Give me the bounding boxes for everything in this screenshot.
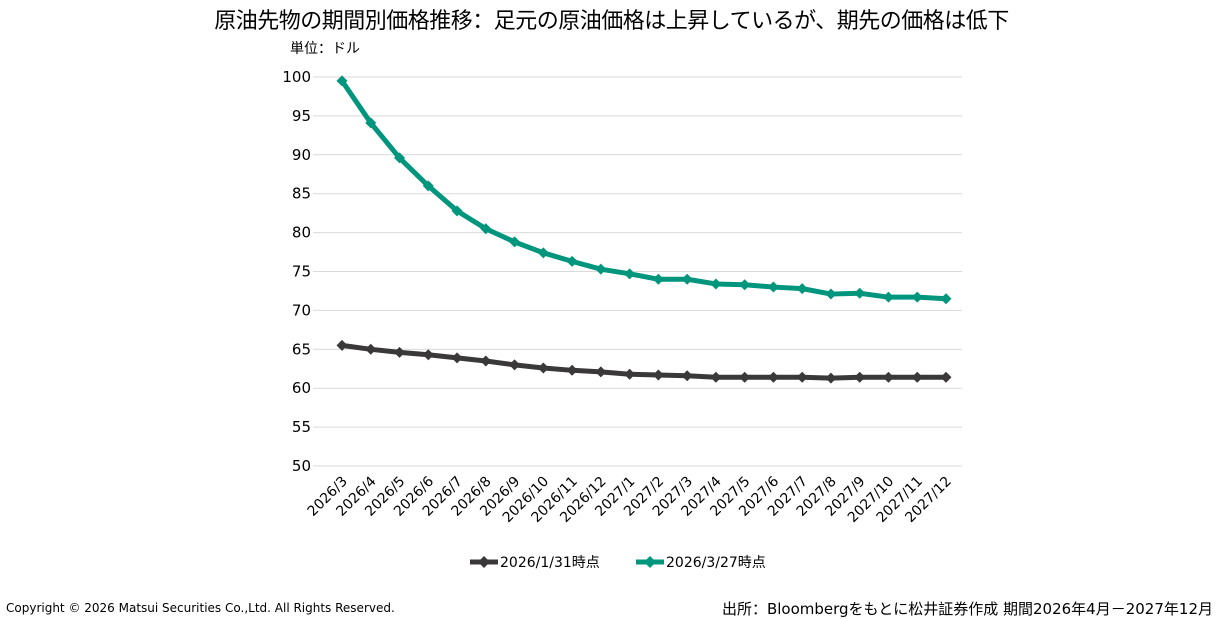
data-point	[940, 371, 952, 383]
data-point	[624, 368, 636, 380]
data-point	[652, 369, 664, 381]
data-point	[365, 343, 377, 355]
y-axis-unit-label: 単位：ドル	[290, 41, 360, 57]
data-point	[796, 371, 808, 383]
y-tick-label: 55	[292, 418, 311, 436]
y-tick-label: 90	[292, 146, 311, 164]
data-point	[911, 291, 923, 303]
data-point	[854, 371, 866, 383]
y-tick-label: 50	[292, 457, 311, 475]
legend-label: 2026/1/31時点	[500, 555, 600, 571]
data-point	[566, 255, 578, 267]
data-point	[509, 359, 521, 371]
y-tick-label: 65	[292, 340, 311, 358]
data-point	[451, 352, 463, 364]
data-point	[825, 372, 837, 384]
data-point	[537, 362, 549, 374]
data-point	[595, 263, 607, 275]
y-tick-label: 100	[282, 68, 311, 86]
data-point	[422, 180, 434, 192]
data-point	[537, 247, 549, 259]
y-tick-label: 60	[292, 379, 311, 397]
legend-marker-icon	[644, 556, 656, 568]
source-note: 出所：Bloombergをもとに松井証券作成 期間2026年4月－2027年12…	[721, 600, 1213, 618]
y-tick-label: 95	[292, 107, 311, 125]
series-line-2	[339, 79, 947, 302]
data-point	[624, 268, 636, 280]
data-point	[796, 283, 808, 295]
data-point	[595, 366, 607, 378]
data-point	[767, 371, 779, 383]
data-point	[652, 273, 664, 285]
legend-marker-icon	[478, 556, 490, 568]
y-tick-label: 70	[292, 301, 311, 319]
data-point	[394, 346, 406, 358]
data-point	[940, 293, 952, 305]
data-point	[710, 371, 722, 383]
data-point	[566, 364, 578, 376]
y-tick-label: 75	[292, 263, 311, 281]
series-line-1	[341, 342, 946, 381]
data-point	[480, 223, 492, 235]
y-tick-label: 85	[292, 185, 311, 203]
y-tick-label: 80	[292, 224, 311, 242]
data-point	[365, 117, 377, 129]
data-point	[710, 278, 722, 290]
data-point	[882, 371, 894, 383]
data-point	[767, 281, 779, 293]
legend-label: 2026/3/27時点	[666, 555, 766, 571]
data-point	[480, 355, 492, 367]
data-point	[739, 371, 751, 383]
data-point	[681, 370, 693, 382]
data-point	[394, 152, 406, 164]
data-point	[911, 371, 923, 383]
copyright-notice: Copyright © 2026 Matsui Securities Co.,L…	[6, 601, 395, 615]
data-point	[882, 291, 894, 303]
data-point	[422, 349, 434, 361]
chart-title: 原油先物の期間別価格推移：足元の原油価格は上昇しているが、期先の価格は低下	[214, 9, 1009, 34]
data-point	[451, 205, 463, 217]
data-point	[739, 279, 751, 291]
data-point	[854, 287, 866, 299]
data-point	[336, 75, 348, 87]
data-point	[681, 273, 693, 285]
data-point	[825, 288, 837, 300]
data-point	[509, 236, 521, 248]
data-point	[336, 339, 348, 351]
